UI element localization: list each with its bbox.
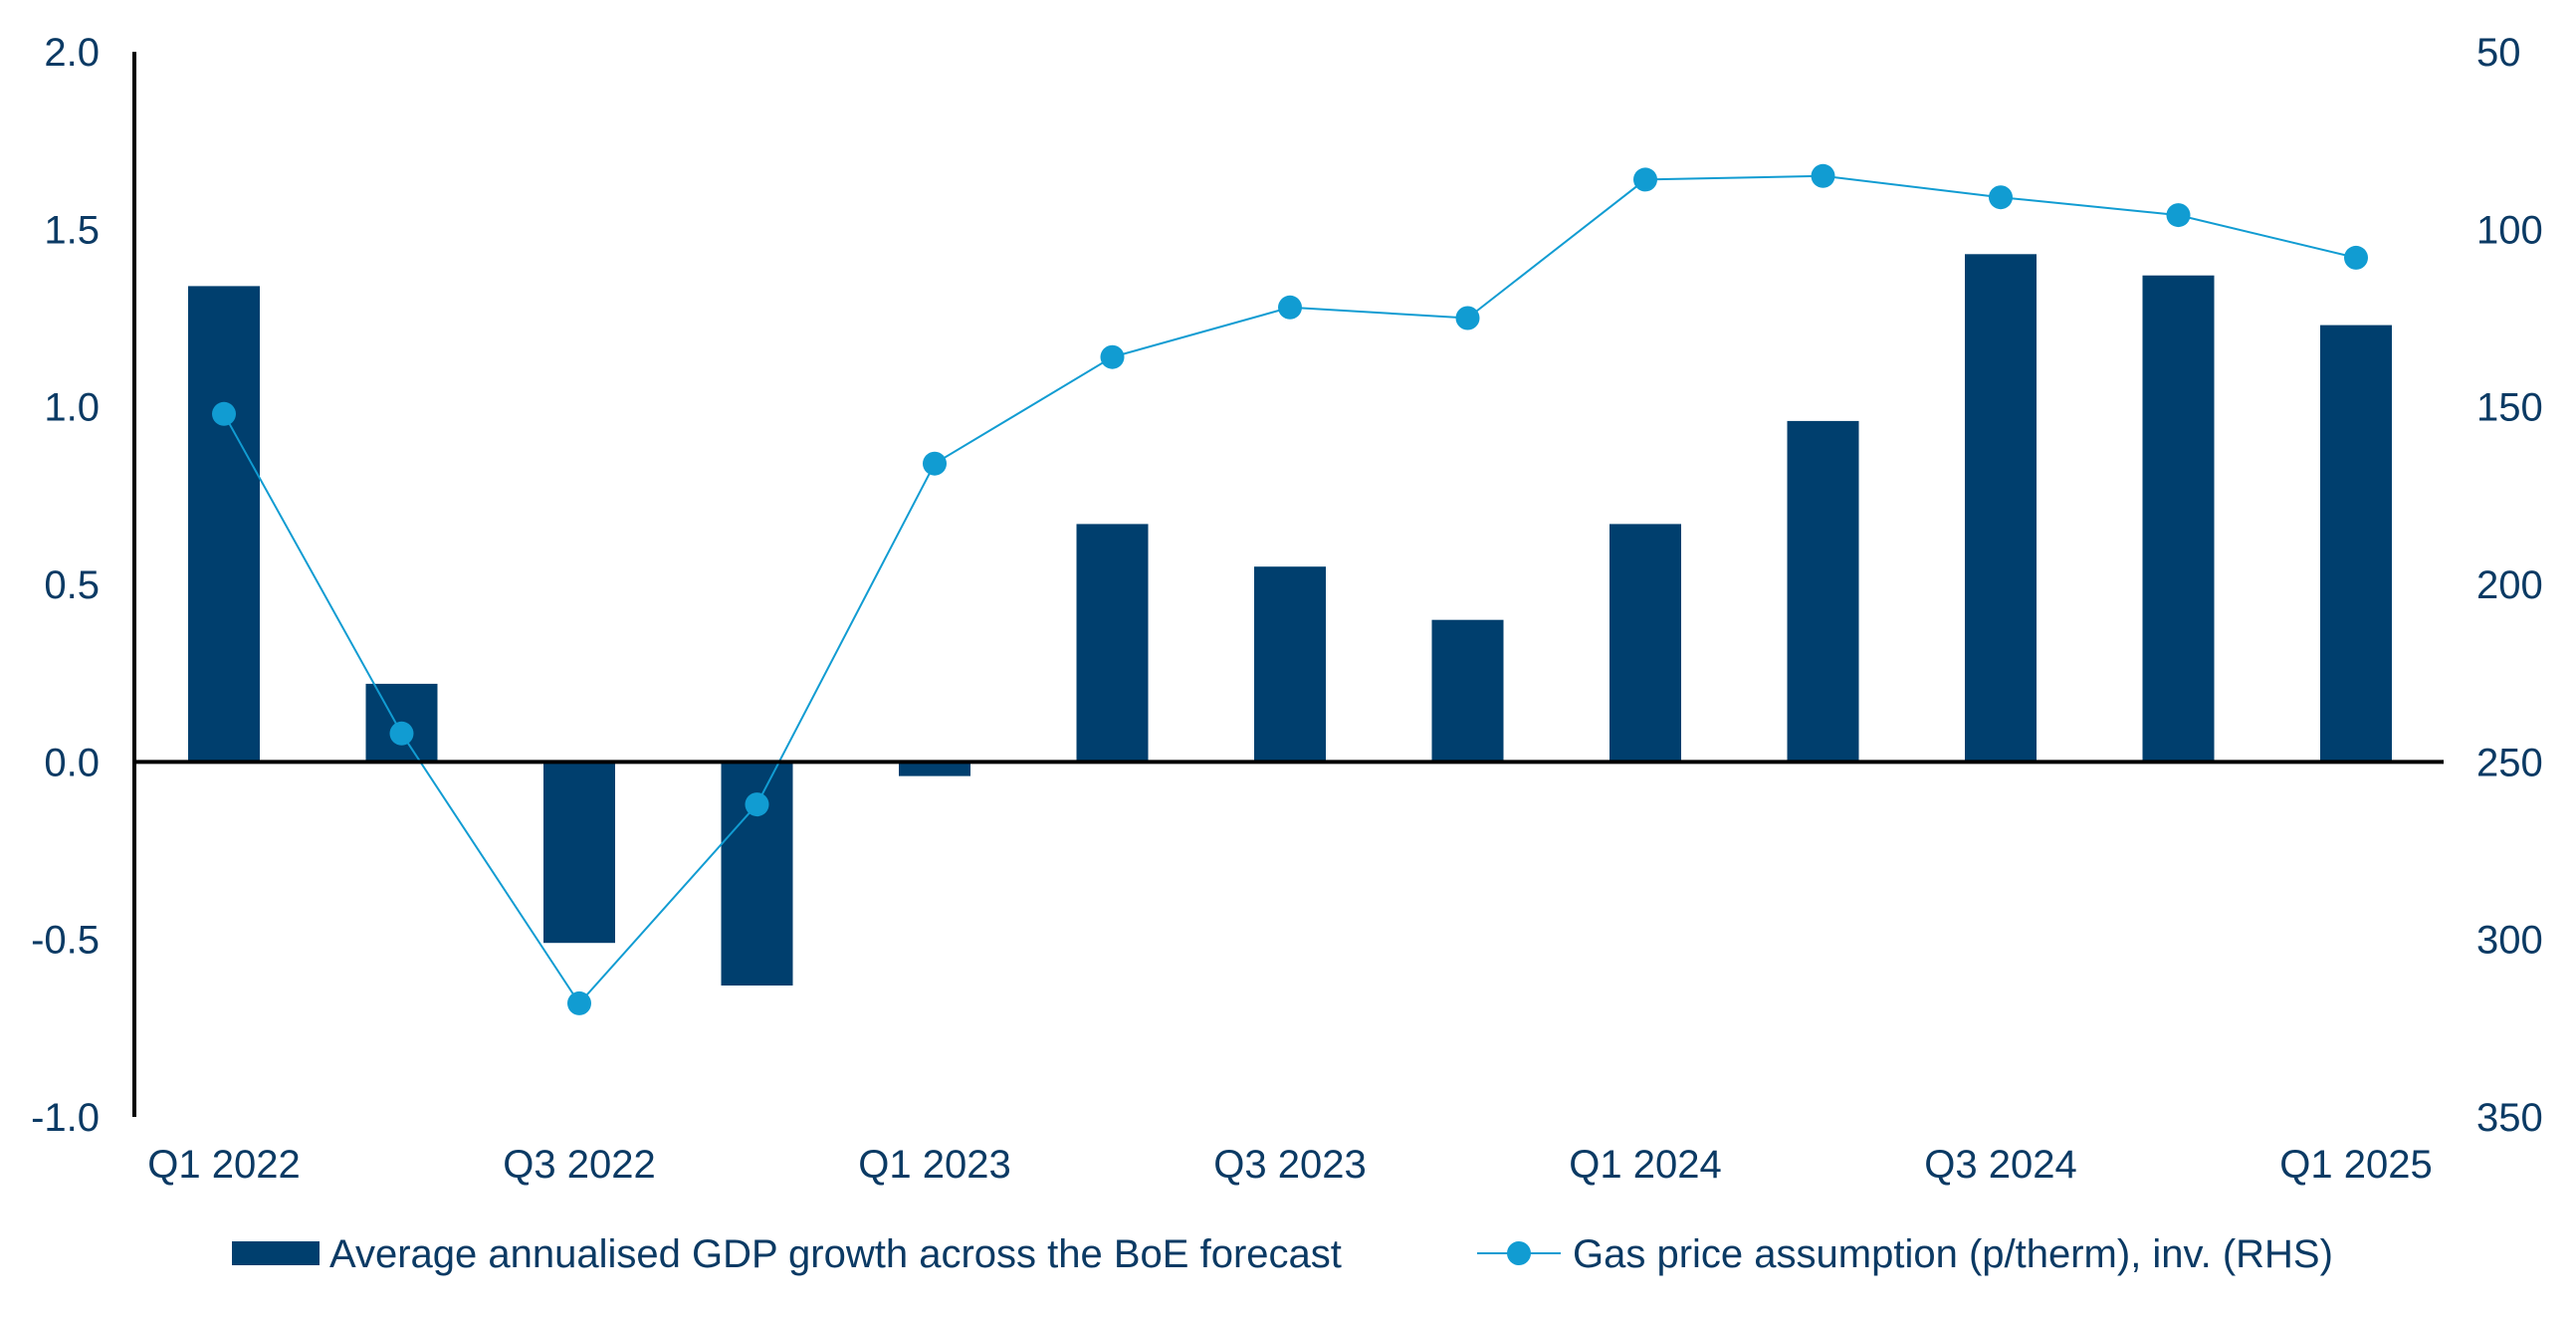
gdp-bar-q1-2024: [1610, 524, 1681, 763]
right-tick-label: 150: [2476, 386, 2543, 430]
x-tick-label: Q1 2024: [1569, 1143, 1721, 1187]
gas-price-point-q1-2025: [2344, 245, 2368, 270]
x-tick-label: Q3 2022: [503, 1143, 655, 1187]
gas-price-point-q1-2023: [923, 451, 947, 476]
gas-price-point-q2-2022: [389, 721, 414, 746]
gas-price-point-q3-2024: [1989, 185, 2013, 210]
axes: [132, 52, 2444, 1117]
gas-price-point-q3-2023: [1278, 295, 1302, 320]
x-tick-label: Q1 2025: [2279, 1143, 2432, 1187]
gdp-bar-q1-2025: [2320, 325, 2392, 763]
right-tick-label: 300: [2476, 919, 2543, 963]
gas-price-point-q1-2024: [1633, 167, 1657, 192]
gdp-bars: [188, 254, 2392, 986]
left-tick-label: 0.5: [44, 563, 100, 607]
left-axis-ticks: -1.0 -0.5 0.0 0.5 1.0 1.5 2.0: [31, 31, 100, 1140]
left-tick-label: -0.5: [31, 919, 100, 963]
gas-price-point-q1-2022: [212, 401, 236, 426]
gas-price-point-q4-2024: [2166, 203, 2191, 228]
gdp-bar-q3-2023: [1254, 566, 1326, 763]
legend: Average annualised GDP growth across the…: [232, 1232, 2333, 1276]
gdp-bar-q4-2024: [2142, 275, 2215, 763]
gas-price-line: [212, 163, 2368, 1015]
x-tick-label: Q3 2024: [1924, 1143, 2076, 1187]
legend-bar-swatch: [232, 1241, 320, 1265]
gas-price-point-q3-2022: [567, 990, 591, 1015]
gdp-bar-q4-2023: [1431, 619, 1504, 763]
right-tick-label: 50: [2476, 31, 2521, 75]
x-axis-ticks: Q1 2022 Q3 2022 Q1 2023 Q3 2023 Q1 2024 Q3 20…: [147, 1143, 2432, 1187]
x-tick-label: Q1 2022: [147, 1143, 300, 1187]
right-tick-label: 350: [2476, 1096, 2543, 1140]
gdp-bar-q3-2024: [1965, 254, 2037, 763]
legend-line-label: Gas price assumption (p/therm), inv. (RH…: [1573, 1232, 2333, 1276]
gdp-bar-q2-2023: [1076, 524, 1149, 763]
left-tick-label: 2.0: [44, 31, 100, 75]
gas-price-point-q4-2022: [745, 792, 769, 817]
gas-price-point-q2-2023: [1100, 344, 1125, 369]
legend-line-marker: [1507, 1241, 1531, 1265]
gdp-bar-q3-2022: [543, 762, 615, 944]
gdp-bar-q1-2023: [899, 762, 970, 776]
left-tick-label: -1.0: [31, 1096, 100, 1140]
gas-price-point-q2-2024: [1811, 163, 1835, 188]
x-tick-label: Q1 2023: [858, 1143, 1010, 1187]
legend-bar-label: Average annualised GDP growth across the…: [329, 1232, 1342, 1276]
gdp-bar-q2-2024: [1787, 420, 1859, 763]
right-tick-label: 100: [2476, 208, 2543, 252]
right-tick-label: 200: [2476, 563, 2543, 607]
gdp-bar-q1-2022: [188, 286, 260, 763]
gas-price-point-q4-2023: [1455, 306, 1480, 330]
right-axis-ticks: 50 100 150 200 250 300 350: [2476, 31, 2543, 1140]
right-tick-label: 250: [2476, 741, 2543, 784]
left-tick-label: 1.5: [44, 208, 100, 252]
left-tick-label: 1.0: [44, 386, 100, 430]
left-tick-label: 0.0: [44, 741, 100, 784]
x-tick-label: Q3 2023: [1213, 1143, 1366, 1187]
